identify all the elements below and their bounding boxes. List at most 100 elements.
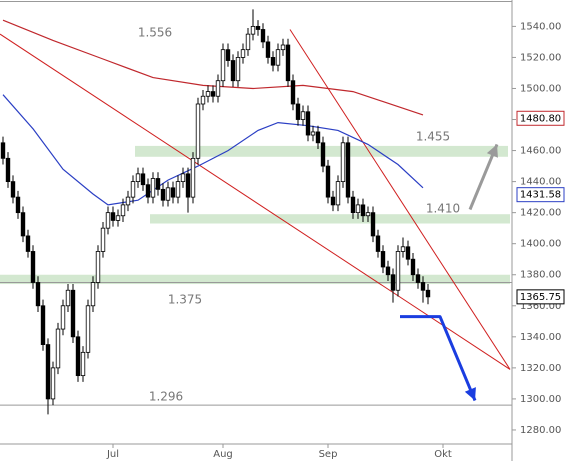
- candle-body: [230, 60, 236, 82]
- candle-body: [70, 289, 76, 338]
- candle-body: [20, 212, 26, 237]
- y-tick-label: 1520.00: [520, 52, 561, 63]
- candle-body: [95, 251, 101, 283]
- y-tick-label: 1540.00: [520, 21, 561, 32]
- candle-body: [210, 91, 216, 97]
- candle-body: [80, 351, 86, 377]
- candle-body: [415, 274, 421, 283]
- candle-body: [280, 44, 286, 51]
- candle-body: [335, 181, 341, 206]
- candle-body: [315, 131, 321, 144]
- candle-body: [45, 344, 51, 400]
- candle-body: [65, 289, 71, 307]
- candle-body: [275, 49, 281, 66]
- candle-body: [375, 235, 381, 252]
- y-tick-label: 1420.00: [520, 208, 561, 219]
- y-tick-label: 1380.00: [520, 270, 561, 281]
- candle-body: [120, 204, 126, 217]
- candle-body: [350, 196, 356, 214]
- candle-body: [395, 251, 401, 291]
- candle-body: [5, 157, 11, 183]
- price-box-label: 1431.58: [520, 190, 561, 201]
- candle-body: [235, 57, 241, 82]
- candle-body: [205, 91, 211, 97]
- candle-body: [260, 29, 266, 43]
- candle-body: [305, 111, 311, 136]
- y-tick-label: 1280.00: [520, 425, 561, 436]
- candle-body: [180, 173, 186, 183]
- candle-body: [255, 25, 261, 30]
- candle-body: [75, 336, 81, 377]
- price-box-label: 1480.80: [520, 113, 561, 124]
- price-box: [516, 289, 565, 305]
- y-tick-label: 1340.00: [520, 332, 561, 343]
- candle-body: [325, 165, 331, 198]
- candle-body: [40, 305, 46, 345]
- candle-body: [410, 258, 416, 276]
- candle-body: [100, 227, 106, 252]
- candle-body: [220, 49, 226, 82]
- x-tick-label: Jul: [106, 449, 119, 460]
- candle-body: [25, 235, 31, 252]
- candle-body: [140, 173, 146, 186]
- candle-body: [135, 173, 141, 183]
- candle-body: [285, 44, 291, 82]
- y-tick-label: 1440.00: [520, 177, 561, 188]
- candle-body: [380, 251, 386, 268]
- y-tick-label: 1400.00: [520, 239, 561, 250]
- candle-body: [90, 282, 96, 307]
- candle-body: [320, 142, 326, 167]
- candle-body: [115, 215, 121, 221]
- candle-body: [160, 188, 166, 201]
- annotation: 1.296: [149, 390, 183, 404]
- candle-body: [310, 131, 316, 136]
- candle-body: [110, 212, 116, 221]
- candle-body: [300, 111, 306, 120]
- x-tick-label: Sep: [319, 449, 338, 460]
- candle-body: [425, 289, 431, 298]
- candle-body: [30, 251, 36, 283]
- annotation: 1.375: [168, 293, 202, 307]
- candle-body: [15, 196, 21, 214]
- candle-body: [50, 367, 56, 400]
- candle-body: [365, 212, 371, 217]
- candle-body: [190, 157, 196, 198]
- candle-body: [330, 196, 336, 206]
- candle-body: [105, 212, 111, 229]
- candle-body: [55, 328, 61, 369]
- y-tick-label: 1500.00: [520, 83, 561, 94]
- support-zone: [150, 214, 510, 224]
- x-tick-label: Aug: [213, 449, 233, 460]
- candle-body: [340, 142, 346, 183]
- support-zone: [0, 274, 510, 285]
- price-box-label: 1365.75: [520, 292, 561, 303]
- candle-body: [225, 49, 231, 61]
- candle-body: [240, 49, 246, 58]
- candle-body: [390, 274, 396, 291]
- candle-body: [0, 142, 6, 159]
- candle-body: [35, 282, 41, 307]
- candle-body: [265, 41, 271, 58]
- y-tick-label: 1320.00: [520, 363, 561, 374]
- axes: 1280.00 1300.00 1320.00 1340.00 1360.00 1380.…: [106, 21, 565, 460]
- arrow-head: [486, 144, 498, 158]
- candle-body: [355, 204, 361, 214]
- candle-body: [165, 187, 171, 201]
- candle-body: [10, 181, 16, 198]
- trendline: [0, 33, 511, 370]
- candle-body: [370, 212, 376, 237]
- candle-body: [195, 103, 201, 159]
- plot: [0, 9, 511, 415]
- arrow: [400, 315, 477, 402]
- candle-body: [60, 305, 66, 330]
- candle-body: [290, 80, 296, 105]
- candle-body: [245, 33, 251, 51]
- candle-body: [130, 181, 136, 198]
- candle-body: [150, 178, 156, 198]
- candle-body: [175, 181, 181, 198]
- annotation: 1.556: [138, 26, 172, 40]
- annotation: 1.455: [416, 130, 450, 144]
- candle-body: [145, 184, 151, 198]
